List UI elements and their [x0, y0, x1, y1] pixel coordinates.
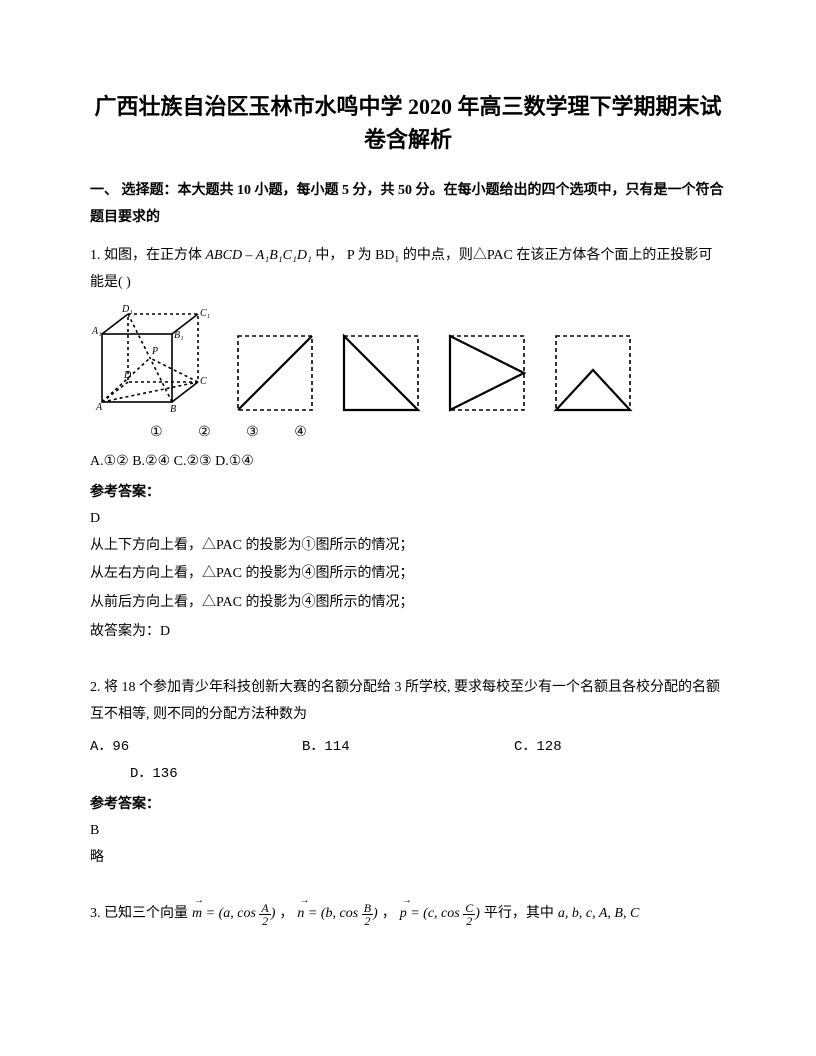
q2-answer: B [90, 818, 726, 845]
question-1: 1. 如图，在正方体 ABCD – A₁B₁C₁D₁ 中， P 为 BD₁ 的中… [90, 243, 726, 645]
q1-expl-3: 从前后方向上看，△PAC 的投影为④图所示的情况； [90, 590, 726, 617]
circled-1: ① [150, 425, 165, 440]
circled-2: ② [198, 425, 213, 440]
q2-note: 略 [90, 845, 726, 872]
q2-opt-B: B．114 [302, 734, 514, 761]
q3-vec-p: p = (c, cos C2) [400, 901, 480, 928]
question-2: 2. 将 18 个参加青少年科技创新大赛的名额分配给 3 所学校, 要求每校至少… [90, 675, 726, 871]
q3-tail: a, b, c, A, B, C [558, 901, 639, 928]
label-C: C [200, 376, 207, 387]
label-P: P [151, 346, 158, 357]
q1-expl-4: 故答案为：D [90, 619, 726, 646]
q3-vec-m: m = (a, cos A2) [192, 901, 275, 928]
q3-vec-n: n = (b, cos B2) [297, 901, 377, 928]
q1-explanation: 从上下方向上看，△PAC 的投影为①图所示的情况； 从左右方向上看，△PAC 的… [90, 533, 726, 645]
proj-3 [446, 332, 528, 414]
circled-3: ③ [246, 425, 261, 440]
q1-expl-2: 从左右方向上看，△PAC 的投影为④图所示的情况； [90, 561, 726, 588]
page-title: 广西壮族自治区玉林市水鸣中学 2020 年高三数学理下学期期末试卷含解析 [90, 90, 726, 156]
label-A1: A₁ [91, 326, 102, 337]
proj-2 [340, 332, 422, 414]
q1-expl-1: 从上下方向上看，△PAC 的投影为①图所示的情况； [90, 533, 726, 560]
q1-circled-labels: ① ② ③ ④ [90, 420, 726, 447]
q1-answer: D [90, 506, 726, 533]
label-A: A [95, 402, 103, 413]
q2-options-row1: A．96 B．114 C．128 [90, 734, 726, 761]
q1-stem: 1. 如图，在正方体 ABCD – A₁B₁C₁D₁ 中， P 为 BD₁ 的中… [90, 243, 726, 296]
q1-figure-row: D₁ C₁ A₁ B₁ P D C A B [90, 304, 726, 414]
q1-stem-a: 1. 如图，在正方体 [90, 248, 206, 263]
q3-prefix: 3. 已知三个向量 [90, 901, 188, 928]
cube-diagram: D₁ C₁ A₁ B₁ P D C A B [90, 304, 210, 414]
q2-opt-A: A．96 [90, 734, 302, 761]
q2-answer-label: 参考答案： [90, 792, 726, 819]
q2-opt-D: D．136 [130, 761, 178, 788]
section-1-heading: 一、 选择题：本大题共 10 小题，每小题 5 分，共 50 分。在每小题给出的… [90, 178, 726, 231]
question-3: 3. 已知三个向量 m = (a, cos A2) ， n = (b, cos … [90, 901, 726, 928]
label-C1: C₁ [200, 308, 210, 319]
circled-4: ④ [294, 425, 309, 440]
q2-opt-C: C．128 [514, 734, 726, 761]
q3-mid: 平行，其中 [484, 901, 554, 928]
q1-stem-math: ABCD – A₁B₁C₁D₁ [206, 248, 312, 263]
q2-options-row2: D．136 [90, 761, 726, 788]
q1-options: A.①② B.②④ C.②③ D.①④ [90, 449, 726, 476]
label-D: D [123, 370, 132, 381]
label-D1: D₁ [121, 304, 133, 315]
proj-4 [552, 332, 634, 414]
q2-stem: 2. 将 18 个参加青少年科技创新大赛的名额分配给 3 所学校, 要求每校至少… [90, 675, 726, 728]
q1-answer-label: 参考答案： [90, 480, 726, 507]
label-B: B [170, 404, 176, 414]
proj-1 [234, 332, 316, 414]
label-B1: B₁ [174, 330, 184, 341]
